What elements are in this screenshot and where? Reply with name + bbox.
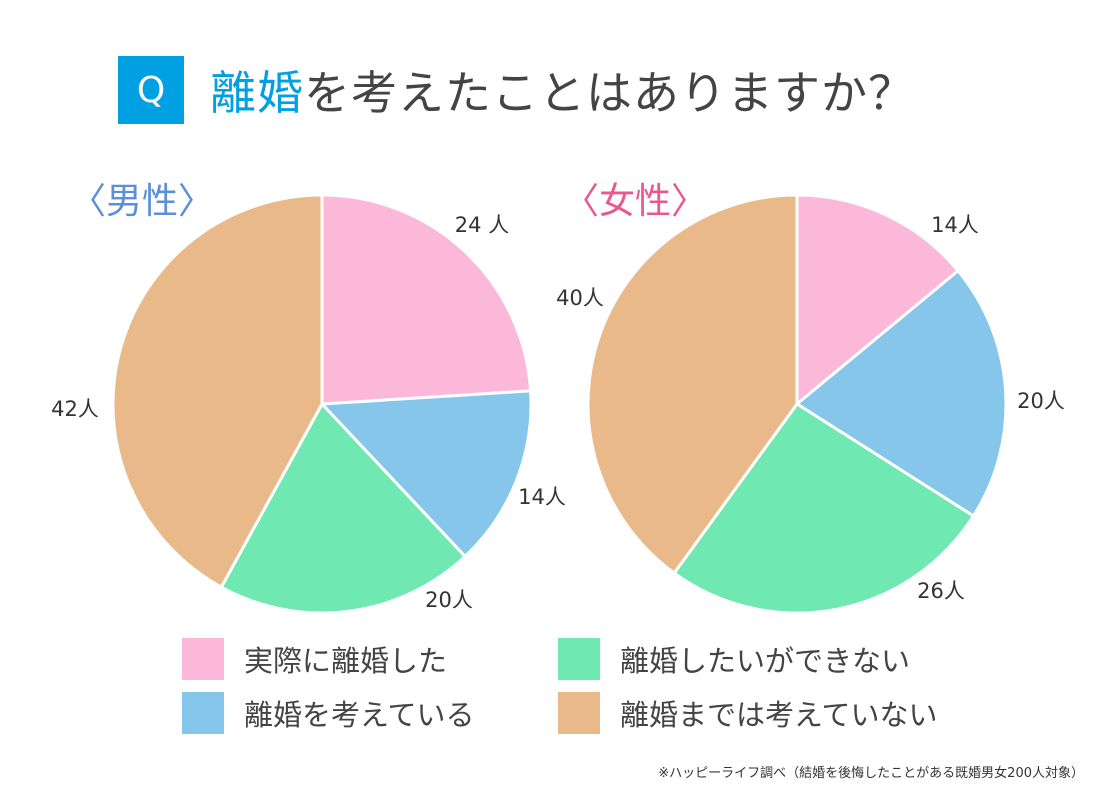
pie-slice-considering [320,389,533,558]
data-label-considering: 20人 [1017,389,1065,413]
legend-item-divorced: 実際に離婚した [182,638,447,680]
pie-slice-divorced [795,193,960,406]
data-label-not-considering: 42人 [51,397,99,421]
legend-swatch [182,692,224,734]
pie-slice-want-but-cannot [219,402,467,615]
data-label-want-but-cannot: 26人 [917,579,965,603]
legend-label: 実際に離婚した [244,644,448,678]
question-title-rest: を考えたことはありますか？ [304,66,915,120]
question-title-accent: 離婚 [210,66,304,120]
legend-item-want-but-cannot: 離婚したいができない [558,638,910,680]
question-badge: Q [118,56,184,124]
female-pie [586,193,1008,615]
pie-slice-divorced [320,193,533,406]
female-chart-title: 〈女性〉 [563,181,708,222]
legend-swatch [182,638,224,680]
legend-swatch [558,692,600,734]
male-pie [111,193,533,615]
legend-item-considering: 離婚を考えている [182,692,475,734]
data-label-want-but-cannot: 20人 [425,588,473,612]
data-label-divorced: 24 人 [455,213,509,237]
question-header: Q 離婚を考えたことはありますか？ [118,56,915,124]
data-label-considering: 14人 [518,485,566,509]
data-label-not-considering: 40人 [556,286,604,310]
legend-swatch [558,638,600,680]
male-chart-title: 〈男性〉 [70,181,215,222]
data-label-divorced: 14人 [931,213,979,237]
legend-label: 離婚までは考えていない [620,698,938,732]
legend-item-not-considering: 離婚までは考えていない [558,692,938,734]
pie-slice-want-but-cannot [672,402,975,615]
legend-label: 離婚を考えている [244,698,475,732]
pie-slice-considering [795,269,1008,518]
question-title: 離婚を考えたことはありますか？ [210,57,915,123]
legend-label: 離婚したいができない [620,644,911,678]
footnote: ※ハッピーライフ調べ（結婚を後悔したことがある既婚男女200人対象） [658,766,1084,781]
pie-slice-not-considering [111,193,324,589]
pie-slice-not-considering [586,193,799,575]
